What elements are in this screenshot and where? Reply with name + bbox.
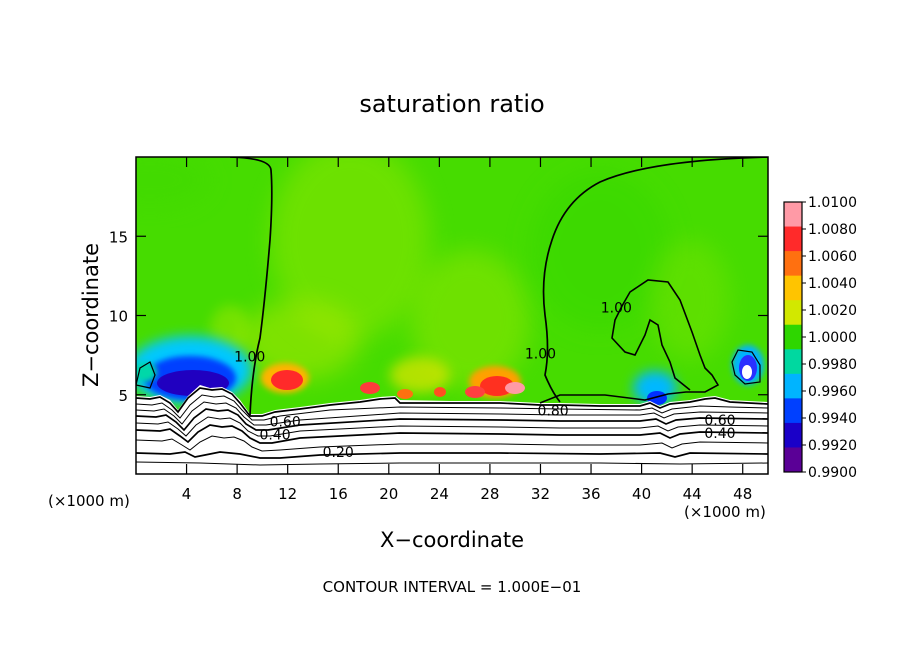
y-tick-label: 15: [109, 228, 128, 246]
colorbar-label: 1.0000: [808, 330, 857, 346]
contour-label-text: 1.00: [525, 347, 556, 363]
x-tick-label: 12: [278, 485, 297, 503]
plot-area: 1.00 1.001.000.800.600.400.200.600.40: [136, 157, 768, 474]
contour-label-text: 0.60: [704, 413, 735, 429]
x-tick-label: 36: [581, 485, 600, 503]
colorbar-label: 0.9960: [808, 384, 857, 400]
x-tick-label: 40: [632, 485, 651, 503]
terrain-mask: [136, 385, 768, 474]
contour-label-text: 1.00: [601, 301, 632, 317]
x-unit-label-left: (×1000 m): [48, 492, 130, 510]
x-tick-label: 8: [232, 485, 242, 503]
contour-label: 0.20: [323, 445, 354, 461]
contour-label-text: 0.60: [270, 415, 301, 431]
colorbar-swatch: [784, 349, 802, 375]
x-tick-label: 44: [683, 485, 702, 503]
colorbar-label: 0.9940: [808, 411, 857, 427]
x-tick-label: 16: [329, 485, 348, 503]
colorbar-swatch: [784, 251, 802, 277]
colorbar-swatch: [784, 398, 802, 424]
colorbar-swatch: [784, 324, 802, 350]
contour-label: 0.60: [270, 415, 301, 431]
contour-label-text: 0.80: [538, 404, 569, 420]
contour-lines: [136, 157, 768, 466]
contour-1.00-left: [229, 157, 273, 416]
contour-label-text: 0.40: [704, 426, 735, 442]
y-tick-label: 10: [109, 308, 128, 326]
contour-label: 0.60: [704, 413, 735, 429]
dry-region-right: [633, 345, 764, 405]
contour-label: 0.40: [704, 426, 735, 442]
x-tick-label: 28: [480, 485, 499, 503]
moist-region: [261, 363, 525, 399]
y-axis: 5 10 15: [109, 228, 768, 405]
x-unit-label-right: (×1000 m): [684, 503, 766, 521]
contour-1.00-small: [136, 361, 156, 389]
y-tick-label: 5: [118, 387, 128, 405]
contour-interval-note: CONTOUR INTERVAL = 1.000E−01: [323, 578, 582, 596]
contour-labels: 1.00 1.001.000.800.600.400.200.600.40: [234, 301, 735, 461]
colorbar-swatch: [784, 275, 802, 301]
contour-label: 1.00: [525, 347, 556, 363]
colorbar-swatch: [784, 447, 802, 473]
chart-title: saturation ratio: [359, 90, 544, 118]
x-tick-label: 32: [531, 485, 550, 503]
colorbar-label: 1.0060: [808, 249, 857, 265]
contour-1.00-right: [542, 157, 768, 403]
contour-label-text: 0.40: [259, 427, 290, 443]
colorbar-swatch: [784, 202, 802, 228]
field-shading: [136, 157, 730, 393]
contour-label: 0.40: [259, 427, 290, 443]
contour-label-text: 1.00: [234, 350, 265, 366]
contour-1.00-loop: [539, 279, 720, 404]
x-tick-label: 20: [379, 485, 398, 503]
x-tick-label: 48: [733, 485, 752, 503]
x-tick-label: 4: [182, 485, 192, 503]
colorbar-label: 1.0040: [808, 276, 857, 292]
colorbar-swatch: [784, 373, 802, 399]
colorbar-label: 0.9920: [808, 438, 857, 454]
colorbar-label: 1.0100: [808, 195, 857, 211]
contour-label: 0.80: [538, 404, 569, 420]
colorbar-swatch: [784, 422, 802, 448]
colorbar-label: 1.0080: [808, 222, 857, 238]
colorbar-swatch: [784, 226, 802, 252]
colorbar-label: 0.9900: [808, 465, 857, 481]
y-axis-title: Z−coordinate: [79, 243, 103, 387]
colorbar-label: 0.9980: [808, 357, 857, 373]
x-axis: 4 8 12 16 20 24 28 32 36 40 44 48: [182, 157, 752, 503]
x-axis-title: X−coordinate: [380, 528, 524, 552]
contour-1.00-small-right: [731, 349, 761, 385]
colorbar-label: 1.0020: [808, 303, 857, 319]
contour-label: 1.00: [234, 350, 265, 366]
contour-label: 1.00: [601, 301, 632, 317]
x-tick-label: 24: [430, 485, 449, 503]
colorbar: 1.0100 1.0080 1.0060 1.0040 1.0020 1.0000 0.99…: [783, 195, 857, 481]
colorbar-swatch: [784, 300, 802, 326]
contour-label-text: 0.20: [323, 445, 354, 461]
